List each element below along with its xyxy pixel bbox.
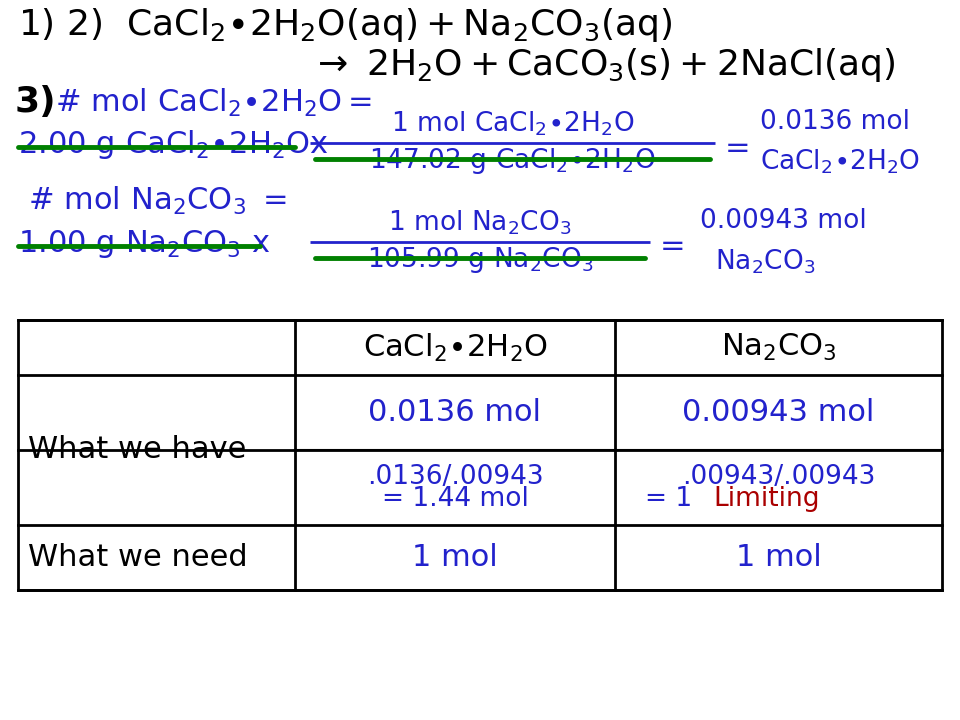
Text: $\mathregular{\#\ mol\ CaCl_2{\bullet}2H_2O=}$: $\mathregular{\#\ mol\ CaCl_2{\bullet}2H… — [55, 87, 372, 119]
Text: 1 mol: 1 mol — [412, 543, 498, 572]
Text: $\mathregular{147.02\ g\ CaCl_2{\bullet}2H_2O}$: $\mathregular{147.02\ g\ CaCl_2{\bullet}… — [370, 146, 656, 176]
Text: $\mathregular{1\ mol\ CaCl_2{\bullet}2H_2O}$: $\mathregular{1\ mol\ CaCl_2{\bullet}2H_… — [391, 109, 635, 138]
Text: What we need: What we need — [28, 543, 248, 572]
Text: $\mathregular{CaCl_2{\bullet}2H_2O}$: $\mathregular{CaCl_2{\bullet}2H_2O}$ — [363, 331, 547, 364]
Text: =: = — [660, 233, 685, 261]
Text: $\mathregular{1.00\ g\ Na_2CO_3\ x}$: $\mathregular{1.00\ g\ Na_2CO_3\ x}$ — [18, 228, 271, 260]
Text: 0.00943 mol: 0.00943 mol — [683, 398, 875, 427]
Text: 0.00943 mol: 0.00943 mol — [700, 208, 867, 234]
Text: $\mathregular{Na_2CO_3}$: $\mathregular{Na_2CO_3}$ — [715, 247, 815, 276]
Text: 3): 3) — [15, 85, 57, 119]
Text: 0.0136 mol: 0.0136 mol — [369, 398, 541, 427]
Text: $\mathregular{105.99\ g\ Na_2CO_3}$: $\mathregular{105.99\ g\ Na_2CO_3}$ — [367, 245, 593, 275]
Text: $\mathregular{1\ mol\ Na_2CO_3}$: $\mathregular{1\ mol\ Na_2CO_3}$ — [388, 209, 572, 237]
Text: $\mathregular{\#\ mol\ Na_2CO_3\ =}$: $\mathregular{\#\ mol\ Na_2CO_3\ =}$ — [28, 185, 287, 217]
Text: $\mathregular{\rightarrow\ 2H_2O + CaCO_3(s) + 2NaCl(aq)}$: $\mathregular{\rightarrow\ 2H_2O + CaCO_… — [310, 46, 896, 84]
Text: .0136/.00943: .0136/.00943 — [367, 464, 543, 490]
Text: 1 mol: 1 mol — [735, 543, 822, 572]
Text: $\mathregular{CaCl_2{\bullet}2H_2O}$: $\mathregular{CaCl_2{\bullet}2H_2O}$ — [760, 148, 921, 176]
Text: 0.0136 mol: 0.0136 mol — [760, 109, 910, 135]
Text: 1) 2)  $\mathregular{CaCl_2{\bullet}2H_2O(aq) + Na_2CO_3(aq)}$: 1) 2) $\mathregular{CaCl_2{\bullet}2H_2O… — [18, 6, 673, 44]
Text: .00943/.00943: .00943/.00943 — [682, 464, 876, 490]
Text: $\mathregular{Na_2CO_3}$: $\mathregular{Na_2CO_3}$ — [721, 332, 836, 363]
Text: What we have: What we have — [28, 436, 247, 464]
Text: =: = — [725, 133, 751, 163]
Text: = 1: = 1 — [645, 487, 708, 513]
Bar — [18, 320, 942, 590]
Text: Limiting: Limiting — [713, 487, 820, 513]
Text: $\mathregular{2.00\ g\ CaCl_2{\bullet}2H_2Ox}$: $\mathregular{2.00\ g\ CaCl_2{\bullet}2H… — [18, 128, 328, 161]
Text: = 1.44 mol: = 1.44 mol — [381, 487, 528, 513]
